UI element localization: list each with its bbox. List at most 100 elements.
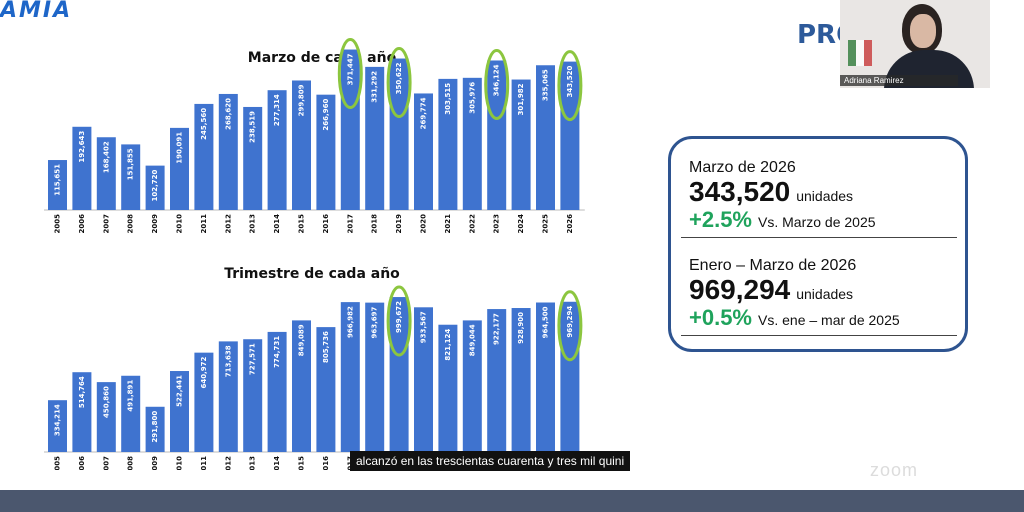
bar-2018 [365,302,385,452]
x-tick-label: 2026 [566,214,574,234]
x-tick-label: 2017 [346,214,354,234]
bar-2013 [243,106,263,210]
highlight-ellipse-2026 [557,290,583,362]
data-label: 245,560 [200,108,208,140]
data-label: 805,736 [322,331,330,363]
bar-2017 [340,49,360,210]
summary-quarter-value: 969,294 [689,274,791,305]
x-tick-label: 2005 [54,214,62,234]
highlight-ellipse-2026 [557,50,583,122]
participant-name-label: Adriana Ramirez [840,75,958,86]
data-label: 727,571 [249,343,257,375]
summary-march-value-row: 343,520 unidades [689,177,955,207]
x-tick-label: 2020 [420,214,428,234]
bar-2012 [218,341,238,452]
summary-divider-bottom [681,335,957,336]
bar-2008 [121,144,141,210]
summary-march-change-row: +2.5% Vs. Marzo de 2025 [689,207,955,233]
x-tick-label: 2016 [322,214,330,234]
bar-2015 [292,320,311,452]
bar-2009 [145,406,165,452]
bar-2019 [389,58,409,210]
summary-quarter-change: +0.5% [689,305,752,330]
bar-2023 [487,309,507,452]
data-label: 331,292 [371,71,379,103]
bar-2014 [267,90,287,210]
bar-2008 [121,375,141,452]
data-label: 491,891 [127,380,135,412]
bar-2011 [194,352,214,452]
data-label: 190,091 [176,132,184,164]
summary-march-value: 343,520 [689,176,791,207]
x-tick-label: 2011 [200,456,208,470]
x-tick-label: 2007 [102,456,110,470]
bar-2015 [292,80,311,210]
x-tick-label: 2015 [298,456,306,470]
x-tick-label: 2013 [249,214,257,234]
data-label: 963,697 [371,307,379,339]
data-label: 334,214 [54,404,62,436]
bottom-toolbar [0,490,1024,512]
bar-2009 [145,165,165,210]
summary-march-comparison: Vs. Marzo de 2025 [758,214,876,230]
data-label: 346,124 [493,64,501,96]
bar-2024 [511,308,531,452]
x-tick-label: 2021 [444,214,452,234]
data-label: 238,519 [249,111,257,143]
x-tick-label: 2010 [176,456,184,470]
summary-quarter-value-row: 969,294 unidades [689,275,955,305]
x-tick-label: 2015 [298,214,306,234]
bar-2025 [536,65,555,210]
data-label: 450,860 [102,386,110,418]
bar-2016 [316,94,336,210]
x-tick-label: 2025 [542,214,550,234]
bar-2012 [218,93,238,210]
x-tick-label: 2012 [224,456,232,470]
amia-logo: AMIA [0,0,73,23]
x-tick-label: 2023 [493,214,501,234]
bar-2026 [560,301,580,452]
x-tick-label: 2014 [273,214,281,234]
data-label: 350,622 [395,62,403,94]
data-label: 151,855 [127,148,135,180]
data-label: 371,447 [346,53,354,85]
summary-quarter-unit: unidades [796,286,854,302]
data-label: 268,620 [224,98,232,130]
data-label: 969,294 [566,306,574,338]
data-label: 999,672 [395,301,403,333]
bar-2017 [340,302,360,452]
participant-video-tile[interactable]: Adriana Ramirez [840,0,990,88]
x-tick-label: 2016 [322,456,330,470]
bar-2014 [267,331,287,452]
data-label: 277,314 [273,94,281,126]
data-label: 335,065 [542,69,550,101]
x-tick-label: 2014 [273,456,281,470]
highlight-ellipse-2017 [337,38,363,110]
x-tick-label: 2011 [200,214,208,234]
x-tick-label: 2022 [468,214,476,234]
summary-quarter-change-row: +0.5% Vs. ene – mar de 2025 [689,305,955,331]
data-label: 102,720 [151,170,159,202]
flags-backdrop [848,40,872,66]
chart-title: Trimestre de cada año [224,266,400,282]
bar-2006 [72,372,92,452]
bar-2010 [170,127,189,210]
data-label: 115,651 [54,164,62,196]
bar-2006 [72,126,92,210]
data-label: 849,044 [468,324,476,356]
data-label: 922,177 [493,313,501,345]
bar-charts: Marzo de cada año 115,651 2005 192,643 2006 1… [44,38,585,470]
bar-2016 [316,327,336,452]
summary-quarter: Enero – Marzo de 2026 969,294 unidades +0… [689,257,955,331]
data-label: 821,124 [444,329,452,361]
data-label: 928,900 [517,312,525,344]
bar-2007 [96,382,116,452]
x-tick-label: 2007 [102,214,110,234]
data-label: 301,982 [517,83,525,115]
summary-box: Marzo de 2026 343,520 unidades +2.5% Vs. M… [668,136,968,352]
bar-2025 [536,302,555,452]
bar-2026 [560,61,580,210]
data-label: 291,800 [151,411,159,443]
chart-trimestre: Trimestre de cada año 334,214 2005 514,764 2… [44,266,585,470]
bar-2020 [414,93,433,210]
